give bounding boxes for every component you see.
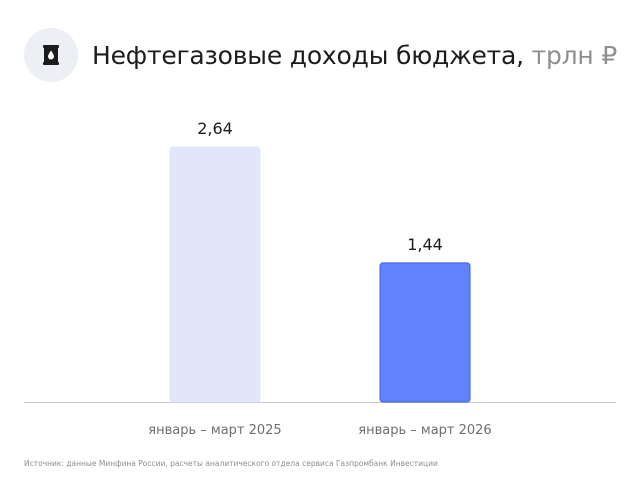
chart-title-text: Нефтегазовые доходы бюджета, — [92, 40, 524, 70]
category-label-1: январь – март 2025 — [148, 423, 281, 438]
chart-title-unit: трлн ₽ — [523, 40, 618, 70]
oil-barrel-icon — [24, 28, 78, 82]
value-label-2: 1,44 — [407, 235, 443, 254]
bar-1 — [169, 146, 261, 403]
source-note: Источник: данные Минфина России, расчеты… — [24, 459, 438, 468]
chart-header: Нефтегазовые доходы бюджета, трлн ₽ — [24, 27, 617, 83]
chart-title: Нефтегазовые доходы бюджета, трлн ₽ — [92, 41, 617, 70]
bar-2 — [379, 262, 471, 403]
category-label-2: январь – март 2026 — [358, 423, 491, 438]
value-label-1: 2,64 — [197, 119, 233, 138]
